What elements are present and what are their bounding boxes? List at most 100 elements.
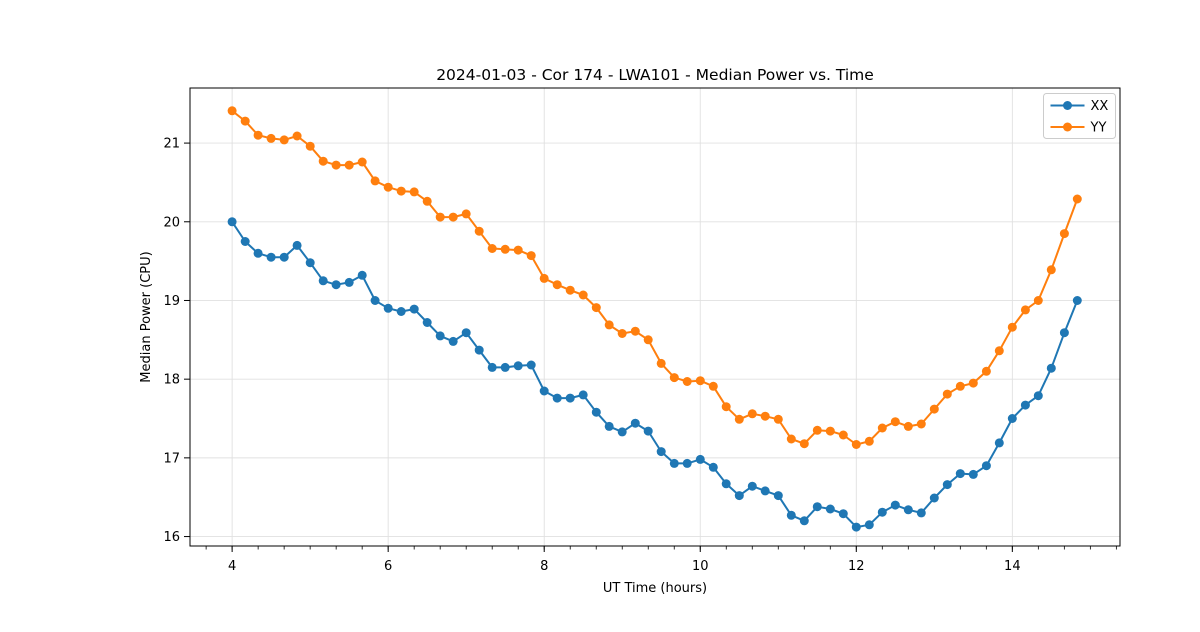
data-point-XX <box>721 479 731 489</box>
data-point-XX <box>279 252 289 262</box>
x-tick-label: 14 <box>1004 559 1021 574</box>
data-point-XX <box>344 277 354 287</box>
data-point-XX <box>240 237 250 246</box>
data-point-XX <box>773 491 783 501</box>
data-point-XX <box>383 303 393 313</box>
data-point-YY <box>734 414 744 424</box>
data-point-XX <box>968 469 978 479</box>
y-axis-label: Median Power (CPU) <box>139 251 154 382</box>
data-point-YY <box>669 373 679 383</box>
data-point-YY <box>422 196 432 206</box>
data-point-XX <box>877 507 887 517</box>
data-point-XX <box>955 469 965 479</box>
legend-entry-YY: YY <box>1050 121 1106 136</box>
data-point-YY <box>292 131 302 141</box>
data-point-XX <box>669 458 679 468</box>
data-point-XX <box>396 307 406 316</box>
data-point-YY <box>1020 305 1030 315</box>
figure-background <box>40 16 1200 616</box>
data-point-YY <box>383 182 393 192</box>
median-power-chart-figure: 4 6 8 10 12 14 16 17 18 19 20 21 2024-01-03 - Cor 17… <box>40 16 1200 616</box>
data-point-YY <box>474 226 484 236</box>
data-point-XX <box>942 480 952 490</box>
data-point-YY <box>942 389 952 399</box>
data-point-XX <box>422 318 432 327</box>
data-point-XX <box>1033 391 1043 401</box>
y-tick-label: 19 <box>163 294 180 309</box>
data-point-YY <box>799 439 809 449</box>
data-point-XX <box>1020 400 1030 410</box>
data-point-XX <box>552 393 562 403</box>
data-point-YY <box>760 411 770 421</box>
series-XX <box>227 217 1082 532</box>
data-point-XX <box>916 508 926 518</box>
data-point-YY <box>565 285 575 295</box>
data-point-YY <box>721 402 731 412</box>
data-point-XX <box>448 336 458 346</box>
data-point-YY <box>773 414 783 424</box>
data-point-XX <box>357 270 367 280</box>
data-point-YY <box>526 251 536 261</box>
data-point-YY <box>968 378 978 388</box>
data-point-XX <box>435 331 445 341</box>
data-point-XX <box>812 502 822 512</box>
data-point-YY <box>513 245 523 255</box>
data-point-YY <box>1046 265 1056 275</box>
data-point-YY <box>1059 229 1069 239</box>
data-point-YY <box>279 135 289 145</box>
data-point-YY <box>864 436 874 446</box>
data-point-YY <box>305 141 315 151</box>
data-point-XX <box>695 454 705 464</box>
data-point-XX <box>578 390 588 400</box>
data-point-YY <box>266 133 276 143</box>
data-point-YY <box>643 335 653 345</box>
legend-entry-XX: XX <box>1050 99 1108 114</box>
data-point-XX <box>656 447 666 457</box>
x-tick-label: 12 <box>848 559 865 574</box>
legend: XX YY <box>1043 93 1116 139</box>
data-point-YY <box>747 409 757 419</box>
data-point-YY <box>903 421 913 431</box>
data-point-YY <box>487 244 497 253</box>
y-axis: 16 17 18 19 20 21 <box>163 137 190 545</box>
data-point-XX <box>799 516 809 526</box>
data-point-YY <box>786 434 796 444</box>
data-point-XX <box>266 252 276 262</box>
legend-marker-sample <box>1063 122 1072 132</box>
data-point-XX <box>591 407 601 417</box>
data-point-YY <box>357 157 367 167</box>
data-point-XX <box>760 486 770 496</box>
data-point-YY <box>344 160 354 170</box>
data-point-YY <box>318 156 328 166</box>
data-point-YY <box>708 381 718 391</box>
data-point-YY <box>539 273 549 283</box>
data-point-XX <box>643 426 653 436</box>
data-point-YY <box>591 303 601 313</box>
data-point-XX <box>305 258 315 268</box>
y-tick-label: 21 <box>163 137 180 152</box>
grid <box>190 88 1120 546</box>
data-point-YY <box>851 440 861 449</box>
data-point-YY <box>227 106 237 116</box>
y-tick-label: 17 <box>163 451 180 466</box>
data-point-XX <box>838 509 848 519</box>
data-point-XX <box>331 280 341 290</box>
plot-border <box>189 87 1121 547</box>
data-point-YY <box>682 377 692 386</box>
data-point-XX <box>682 458 692 468</box>
data-point-YY <box>461 209 471 219</box>
data-point-XX <box>227 217 237 227</box>
data-point-XX <box>526 360 536 370</box>
data-point-XX <box>734 491 744 501</box>
data-point-YY <box>396 186 406 196</box>
x-tick-label: 6 <box>384 559 392 574</box>
data-point-XX <box>864 520 874 530</box>
data-point-YY <box>994 346 1004 356</box>
data-point-YY <box>838 430 848 440</box>
data-point-YY <box>331 160 341 170</box>
data-point-YY <box>409 187 419 197</box>
data-point-YY <box>929 404 939 414</box>
legend-marker-sample <box>1063 101 1072 110</box>
data-point-YY <box>630 326 640 336</box>
data-point-XX <box>292 240 302 250</box>
